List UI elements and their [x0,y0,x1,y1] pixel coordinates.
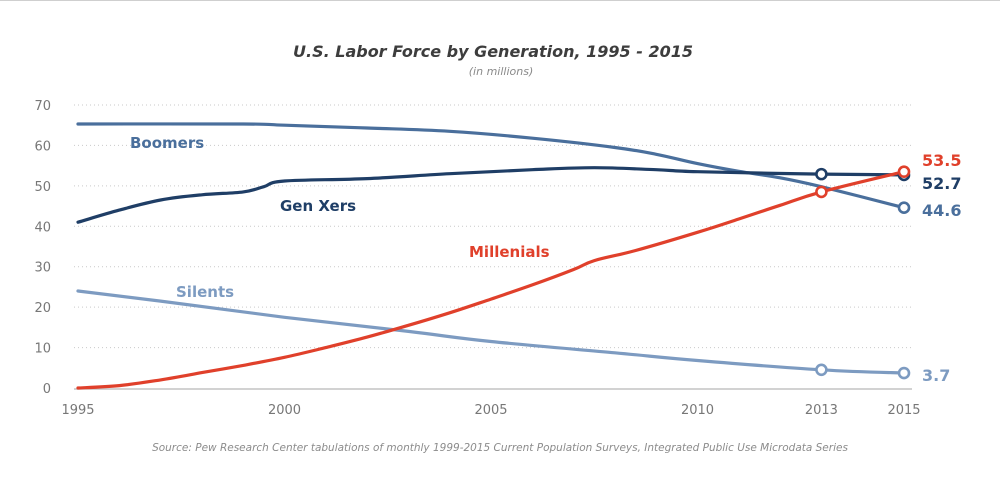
end-label-boomers: 44.6 [922,201,961,220]
series-line-millenials [76,170,906,390]
series-markers [815,165,911,380]
x-tick-label: 2005 [474,403,507,418]
series-line-boomers [76,122,906,210]
top-rule [0,0,1000,1]
series-lines [76,122,906,390]
label-silents: Silents [176,283,234,301]
x-tick-label: 2015 [887,403,920,418]
x-tick-label: 1995 [61,403,94,418]
x-tick-label: 2013 [805,403,838,418]
marker-silents-2013 [815,363,828,377]
chart-title: U.S. Labor Force by Generation, 1995 - 2… [293,42,693,61]
y-tick-label: 20 [34,301,51,316]
label-genx: Gen Xers [280,197,356,215]
series-line-genx [76,166,906,224]
label-boomers: Boomers [130,134,204,152]
x-tick-label: 2010 [681,403,714,418]
y-tick-label: 60 [34,139,51,154]
marker-genx-2013 [815,167,828,181]
marker-millenials-2015 [897,165,911,179]
x-tick-label: 2000 [268,403,301,418]
y-tick-label: 50 [34,180,51,195]
label-millenials: Millenials [469,243,550,261]
end-label-millenials: 53.5 [922,151,961,170]
chart-subtitle: (in millions) [469,65,533,78]
marker-silents-2015 [897,366,911,380]
x-axis-ticks: 1995 2000 2005 2010 2013 2015 [61,403,920,418]
marker-millenials-2013 [815,185,828,199]
end-label-genx: 52.7 [922,174,961,193]
source-note: Source: Pew Research Center tabulations … [152,442,848,454]
y-tick-label: 30 [34,261,51,276]
y-axis-ticks: 0 10 20 30 40 50 60 70 [34,99,51,397]
y-tick-label: 0 [43,382,51,397]
end-label-silents: 3.7 [922,366,950,385]
y-tick-label: 40 [34,220,51,235]
marker-boomers-2015 [897,201,911,214]
end-value-labels: 3.7 44.6 52.7 53.5 [922,151,961,385]
y-tick-label: 10 [34,342,51,357]
series-line-silents [76,289,906,375]
y-tick-label: 70 [34,99,51,114]
